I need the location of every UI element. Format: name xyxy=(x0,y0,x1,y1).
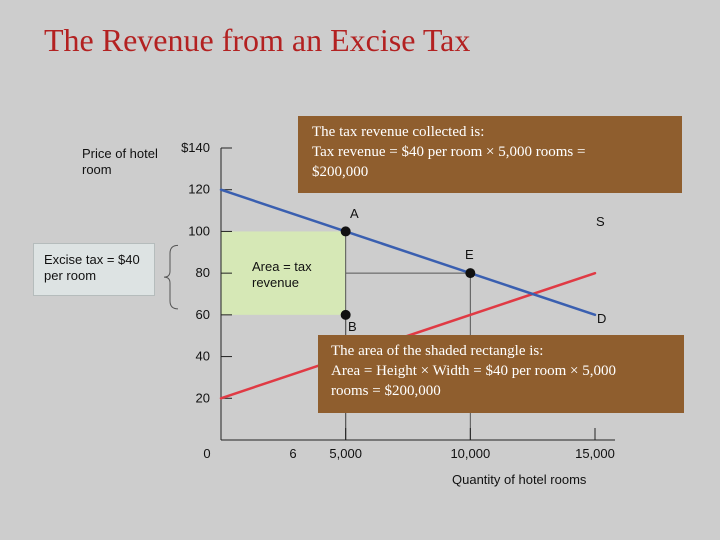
y-tick-label: 20 xyxy=(196,390,210,405)
callout-line: rooms = $200,000 xyxy=(331,383,441,399)
shaded-area-callout: The area of the shaded rectangle is: Are… xyxy=(318,335,684,413)
tax-revenue-area xyxy=(221,231,346,315)
excise-tax-brace xyxy=(163,244,179,310)
tax-revenue-callout: The tax revenue collected is: Tax revenu… xyxy=(298,116,682,193)
point-a xyxy=(340,226,351,237)
callout-line: $200,000 xyxy=(312,164,369,180)
y-axis-title: Price of hotel room xyxy=(82,146,158,177)
y-tick-label: $140 xyxy=(181,140,210,155)
x-tick-label: 10,000 xyxy=(450,446,490,461)
point-label-a: A xyxy=(350,206,359,221)
point-label-e: E xyxy=(465,247,474,262)
demand-curve xyxy=(219,188,597,317)
x-axis-title: Quantity of hotel rooms xyxy=(452,472,587,487)
x-tick-label: 6 xyxy=(289,446,296,461)
point-e xyxy=(465,268,476,279)
slide-title: The Revenue from an Excise Tax xyxy=(44,22,471,58)
callout-line: Area = Height × Width = $40 per room × 5… xyxy=(331,363,616,379)
callout-line: The area of the shaded rectangle is: xyxy=(331,343,544,359)
callout-line: The tax revenue collected is: xyxy=(312,124,485,140)
excise-tax-label-box: Excise tax = $40 per room xyxy=(33,243,155,296)
demand-curve-label: D xyxy=(597,311,607,326)
supply-curve-label: S xyxy=(596,214,605,229)
y-tick-label: 60 xyxy=(196,307,210,322)
x-tick-label: 5,000 xyxy=(329,446,362,461)
area-tax-revenue-label: Area = tax revenue xyxy=(252,259,312,290)
point-b xyxy=(340,309,351,320)
point-label-b: B xyxy=(348,319,357,334)
callout-line: Tax revenue = $40 per room × 5,000 rooms… xyxy=(312,144,586,160)
x-tick-label: 0 xyxy=(203,446,210,461)
y-tick-label: 80 xyxy=(196,265,210,280)
y-tick-label: 120 xyxy=(188,182,210,197)
x-tick-label: 15,000 xyxy=(575,446,615,461)
y-tick-label: 40 xyxy=(196,349,210,364)
y-tick-label: 100 xyxy=(188,223,210,238)
